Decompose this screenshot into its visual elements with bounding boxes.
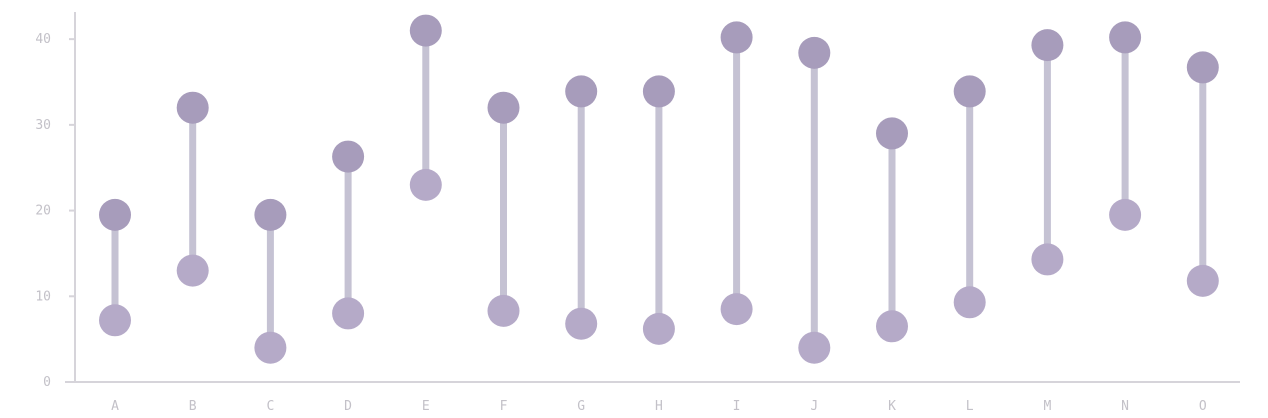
y-tick-label: 20	[35, 204, 51, 219]
high-point-f	[487, 91, 520, 124]
high-point-g	[565, 75, 598, 108]
low-point-c	[254, 331, 287, 364]
low-point-m	[1031, 243, 1064, 276]
low-point-k	[876, 310, 908, 343]
low-point-i	[720, 293, 753, 326]
high-point-c	[254, 198, 287, 231]
low-point-d	[332, 297, 365, 330]
low-point-a	[99, 304, 131, 337]
y-tick-label: 0	[43, 375, 51, 390]
x-tick-label: A	[111, 399, 119, 414]
y-axis: 0 10 20 30 40	[35, 12, 76, 390]
x-tick-label: K	[888, 399, 896, 414]
x-tick-label: M	[1043, 399, 1051, 414]
high-point-m	[1031, 29, 1064, 62]
x-tick-label: N	[1121, 399, 1129, 414]
low-point-e	[409, 168, 442, 201]
x-tick-label: E	[422, 399, 430, 414]
x-tick-label: B	[189, 399, 197, 414]
low-point-b	[176, 254, 209, 287]
high-point-j	[798, 36, 831, 69]
x-tick-label: O	[1199, 399, 1207, 414]
x-tick-label: C	[266, 399, 274, 414]
high-point-i	[720, 21, 753, 54]
y-tick-label: 40	[35, 32, 51, 47]
range-bars	[111, 30, 1207, 348]
x-tick-label: H	[655, 399, 663, 414]
x-tick-label: L	[966, 399, 974, 414]
high-point-h	[642, 75, 675, 108]
x-tick-label: G	[577, 399, 585, 414]
y-tick-label: 10	[35, 289, 51, 304]
data-points	[99, 14, 1219, 364]
low-point-o	[1186, 264, 1219, 297]
low-point-l	[953, 286, 986, 319]
high-point-n	[1109, 21, 1142, 54]
y-tick-label: 30	[35, 118, 51, 133]
high-point-e	[409, 14, 442, 47]
low-point-h	[642, 312, 675, 345]
high-point-o	[1186, 51, 1219, 84]
x-tick-label: J	[810, 399, 818, 414]
low-point-j	[798, 331, 831, 364]
high-point-k	[876, 117, 908, 150]
high-point-b	[176, 91, 209, 124]
x-tick-label: F	[500, 399, 508, 414]
x-tick-label: I	[733, 399, 741, 414]
low-point-f	[487, 294, 520, 327]
high-point-l	[953, 75, 986, 108]
high-point-a	[99, 198, 131, 231]
high-point-d	[332, 140, 365, 173]
low-point-g	[565, 307, 598, 340]
x-tick-label: D	[344, 399, 352, 414]
low-point-n	[1109, 198, 1142, 231]
x-axis: A B C D E F G H I J K L M N O	[65, 381, 1240, 414]
